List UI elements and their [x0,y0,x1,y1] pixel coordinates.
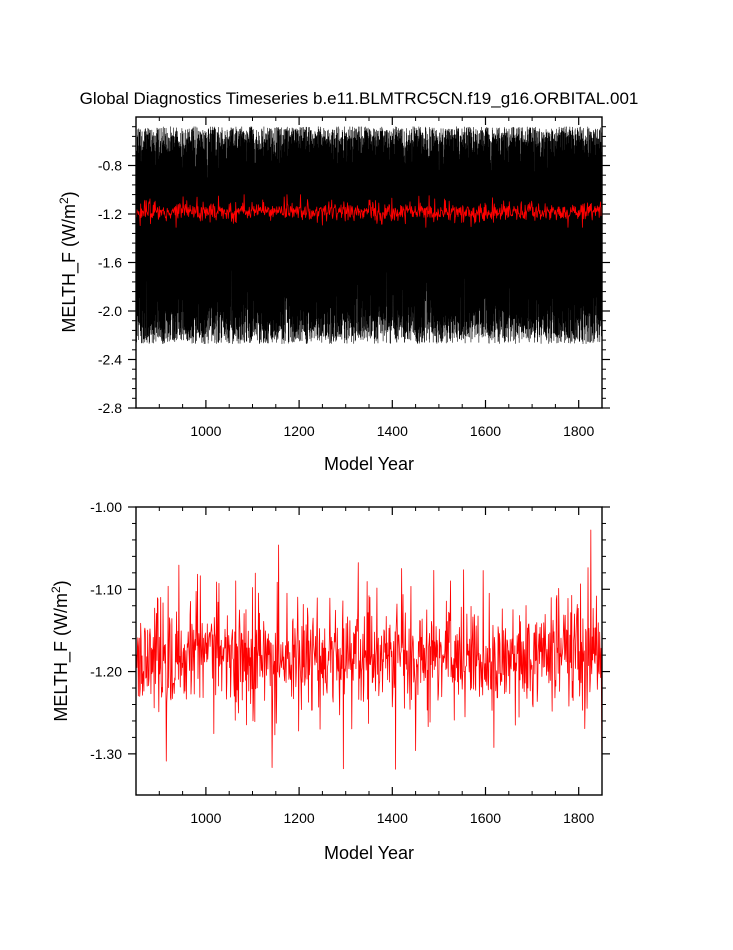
bottom-ylabel-sup: 2 [49,586,63,593]
top-xtick-label: 1200 [284,423,315,439]
top-ytick-label: -2.0 [98,303,122,319]
bottom-ytick-label: -1.10 [90,581,122,597]
bottom-panel: 1000 1200 1400 1600 1800 -1.30 -1.20 -1.10 -1.00… [49,499,610,863]
bottom-xtick-label: 1000 [190,810,221,826]
bottom-xtick-label: 1600 [470,810,501,826]
top-ylabel-close: ) [59,191,79,197]
bottom-ylabel-main: MELTH_F (W/m [51,593,72,722]
bottom-ylabel: MELTH_F (W/m2) [49,580,72,721]
chart-title: Global Diagnostics Timeseries b.e11.BLMT… [80,89,639,108]
bottom-ytick-label: -1.00 [90,499,122,515]
bottom-xtick-label: 1400 [377,810,408,826]
bottom-ylabel-close: ) [51,580,71,586]
bottom-series-annual [135,529,603,779]
top-tick-group: 1000 1200 1400 1600 1800 -2.8 -2.4 -2.0 -1.6 -1.2… [98,117,610,439]
bottom-series-group [135,529,603,779]
top-series-monthly [135,126,603,345]
top-ylabel-sup: 2 [57,197,71,204]
top-ytick-label: -1.6 [98,255,122,271]
bottom-ytick-label: -1.20 [90,664,122,680]
top-ylabel-main: MELTH_F (W/m [59,204,80,333]
top-panel: 1000 1200 1400 1600 1800 -2.8 -2.4 -2.0 -1.6 -1.2… [57,116,610,474]
top-xtick-label: 1600 [470,423,501,439]
bottom-xtick-label: 1800 [563,810,594,826]
top-xtick-label: 1400 [377,423,408,439]
top-ytick-label: -0.8 [98,158,122,174]
top-ytick-label: -1.2 [98,206,122,222]
top-xlabel: Model Year [324,454,414,474]
bottom-xlabel: Model Year [324,843,414,863]
top-series-annual [135,194,603,228]
top-xtick-label: 1000 [190,423,221,439]
bottom-xtick-label: 1200 [284,810,315,826]
top-ytick-label: -2.8 [98,400,122,416]
top-ylabel: MELTH_F (W/m2) [57,191,80,332]
top-xtick-label: 1800 [563,423,594,439]
top-ytick-label: -2.4 [98,352,122,368]
bottom-ytick-label: -1.30 [90,746,122,762]
bottom-tick-group: 1000 1200 1400 1600 1800 -1.30 -1.20 -1.10 -1.00 [90,499,610,826]
top-series-group [135,126,603,345]
